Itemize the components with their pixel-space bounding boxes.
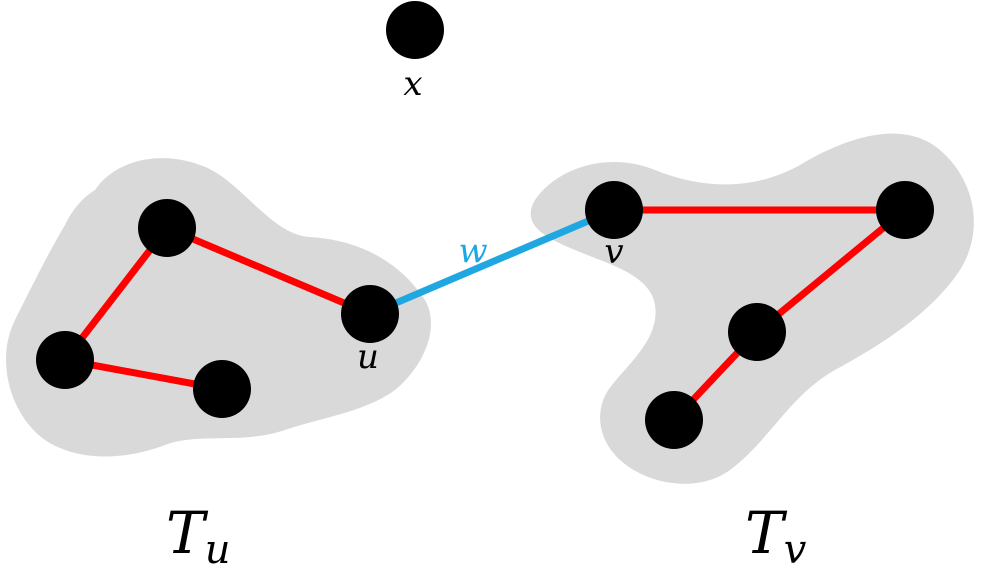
label-tree-v: Tv <box>745 499 807 570</box>
tree-u-region <box>6 158 432 457</box>
node-x <box>386 1 444 59</box>
label-tree-v-main: T <box>745 499 788 567</box>
label-tree-u-main: T <box>166 499 209 567</box>
node-tu-left <box>36 331 94 389</box>
node-tv-right <box>876 181 934 239</box>
label-w: w <box>458 231 487 271</box>
edge-tu-top-to-u <box>165 224 372 318</box>
label-tree-u-sub: u <box>205 527 231 570</box>
node-tv-bottom <box>645 391 703 449</box>
node-tu-bottom <box>193 360 251 418</box>
label-tree-u: Tu <box>166 499 230 570</box>
label-tree-v-sub: v <box>784 527 807 570</box>
node-v <box>585 181 643 239</box>
edge-tv-right-to-middle <box>754 207 908 335</box>
node-u <box>341 285 399 343</box>
node-tv-middle <box>728 303 786 361</box>
label-u: u <box>357 337 379 377</box>
label-v: v <box>604 232 623 272</box>
node-tu-top <box>138 199 196 257</box>
edge-w <box>368 206 616 318</box>
label-x: x <box>403 64 422 104</box>
